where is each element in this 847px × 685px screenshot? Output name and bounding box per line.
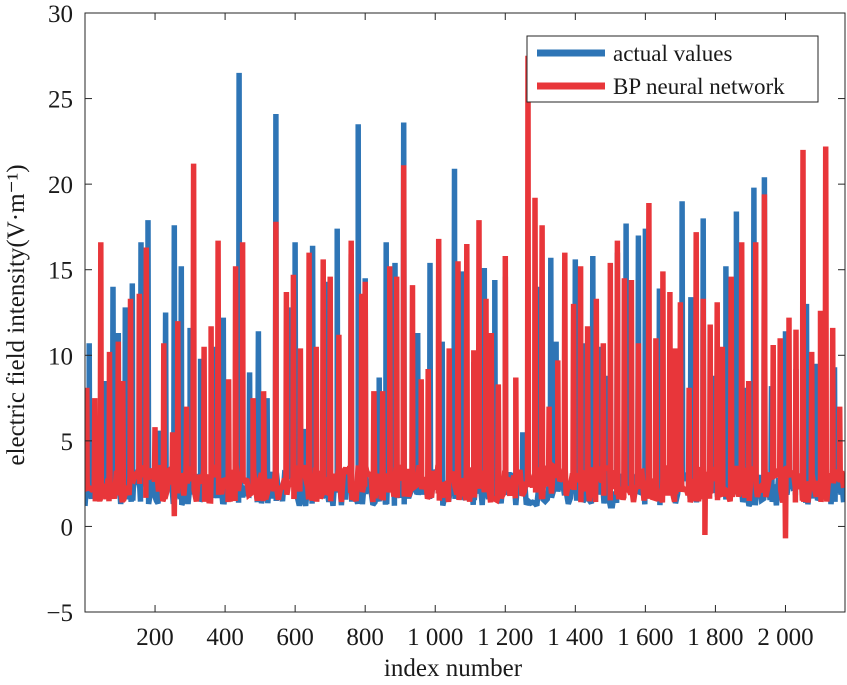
plot-area (85, 55, 845, 539)
y-tick-label: 10 (48, 343, 73, 370)
y-tick-label: 15 (48, 258, 73, 285)
series-group (85, 55, 845, 539)
x-tick-label: 600 (276, 624, 314, 651)
x-tick-label: 400 (206, 624, 244, 651)
y-tick-label: 20 (48, 172, 73, 199)
y-axis-title: electric field intensity(V·m⁻¹) (3, 164, 30, 465)
legend: actual values BP neural network (526, 35, 819, 103)
legend-label: BP neural network (613, 74, 785, 99)
x-tick-label: 2 000 (757, 624, 813, 651)
y-tick-label: 30 (48, 1, 73, 28)
legend-box (526, 35, 819, 103)
series-line-bp-neural-network (85, 55, 845, 539)
x-tick-label: 1 200 (477, 624, 533, 651)
x-tick-label: 200 (136, 624, 174, 651)
x-tick-label: 1 800 (687, 624, 743, 651)
x-tick-label: 1 000 (407, 624, 463, 651)
x-tick-label: 1 400 (547, 624, 603, 651)
x-axis-title: index number (384, 655, 523, 682)
y-tick-label: −5 (46, 600, 73, 627)
axes-box (84, 12, 846, 613)
y-tick-label: 5 (61, 429, 74, 456)
x-tick-label: 800 (346, 624, 384, 651)
x-tick-label: 1 600 (617, 624, 673, 651)
y-tick-label: 25 (48, 87, 73, 114)
legend-label: actual values (613, 41, 732, 66)
y-tick-label: 0 (61, 514, 74, 541)
axes: 200 400 600 800 1 000 1 200 1 400 1 600 1 800 2 0… (46, 1, 846, 651)
